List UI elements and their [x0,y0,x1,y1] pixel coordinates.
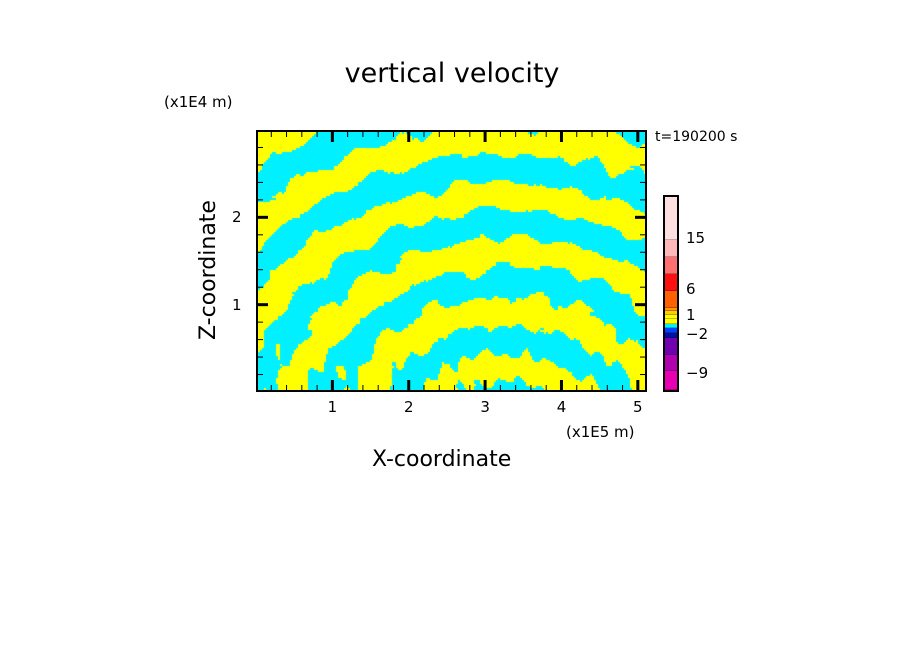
colorbar-label: 6 [686,280,696,298]
colorbar [663,195,679,392]
colorbar-segment [665,291,677,308]
colorbar-segment [665,338,677,355]
colorbar-segment [665,240,677,257]
x-tick-label: 4 [556,398,567,416]
colorbar-segment [665,315,677,319]
colorbar-label: 15 [686,229,706,247]
y-tick-label: 1 [232,295,242,314]
x-unit-label: (x1E5 m) [566,423,635,441]
y-axis-label: Z-coordinate [196,200,221,340]
colorbar-segment [665,324,677,328]
plot-area [256,130,647,392]
chart-title: vertical velocity [344,58,560,89]
x-tick-label: 2 [403,398,414,416]
colorbar-segment [665,308,677,311]
colorbar-segment [665,328,677,333]
x-axis-label: X-coordinate [372,447,512,472]
x-tick-label: 5 [633,398,643,416]
colorbar-label: 1 [686,306,696,324]
z-unit-label: (x1E4 m) [164,93,233,111]
colorbar-segment [665,274,677,291]
y-tick-label: 2 [232,208,242,227]
time-label: t=190200 s [655,129,738,145]
velocity-field [258,132,645,390]
colorbar-label: −2 [686,325,709,343]
colorbar-segment [665,355,677,371]
axis-ticks [258,132,645,390]
colorbar-label: −9 [686,364,709,382]
colorbar-segment [665,197,677,240]
colorbar-segment [665,319,677,324]
x-tick-label: 1 [327,398,338,416]
colorbar-segment [665,311,677,315]
colorbar-segment [665,257,677,274]
x-tick-label: 3 [480,398,490,416]
colorbar-segment [665,371,677,390]
colorbar-segment [665,333,677,338]
